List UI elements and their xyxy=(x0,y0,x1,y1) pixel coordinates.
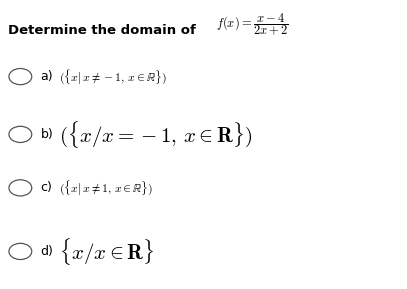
Text: c): c) xyxy=(41,181,53,194)
Text: $(\{x|\, x\neq -1,\, x\in\mathbb{R}\})$: $(\{x|\, x\neq -1,\, x\in\mathbb{R}\})$ xyxy=(59,67,166,86)
Text: $\{x/x \in \mathbf{R}\}$: $\{x/x \in \mathbf{R}\}$ xyxy=(59,236,154,267)
Text: $f(x)=\dfrac{x-4}{2x+2}$: $f(x)=\dfrac{x-4}{2x+2}$ xyxy=(216,11,289,38)
Text: $(\{x|\, x\neq 1,\, x\in\mathbb{R}\})$: $(\{x|\, x\neq 1,\, x\in\mathbb{R}\})$ xyxy=(59,179,153,197)
Text: $(\{x/x = -1,\, x \in \mathbf{R}\})$: $(\{x/x = -1,\, x \in \mathbf{R}\})$ xyxy=(59,119,252,150)
Text: Determine the domain of: Determine the domain of xyxy=(8,24,196,37)
Text: d): d) xyxy=(41,245,54,258)
Text: a): a) xyxy=(41,70,53,83)
Text: b): b) xyxy=(41,128,53,141)
